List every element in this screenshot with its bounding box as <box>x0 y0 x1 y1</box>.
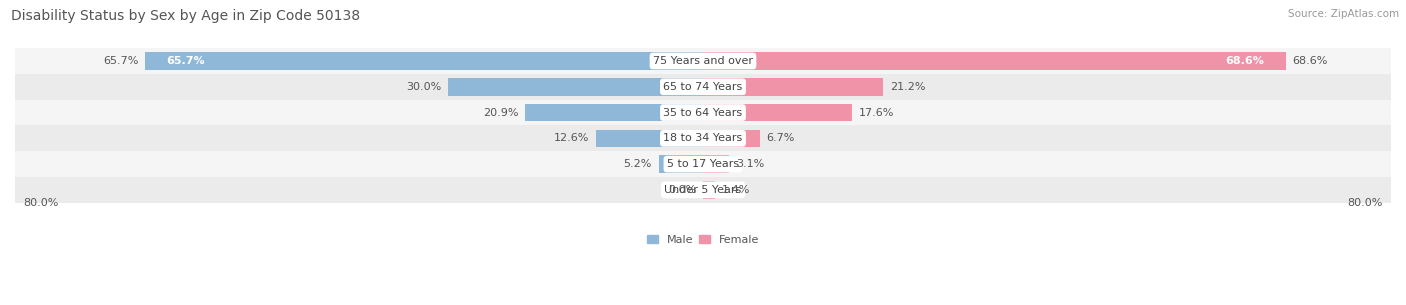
Text: 5.2%: 5.2% <box>624 159 652 169</box>
Text: 5 to 17 Years: 5 to 17 Years <box>666 159 740 169</box>
Text: 12.6%: 12.6% <box>554 133 589 143</box>
Text: 65.7%: 65.7% <box>103 56 138 66</box>
Bar <box>526 104 703 121</box>
Text: 68.6%: 68.6% <box>1226 56 1264 66</box>
Bar <box>703 78 883 95</box>
Bar <box>703 130 759 147</box>
Bar <box>703 181 714 199</box>
Text: 30.0%: 30.0% <box>406 82 441 92</box>
Bar <box>703 52 1285 70</box>
Text: 35 to 64 Years: 35 to 64 Years <box>664 108 742 117</box>
Legend: Male, Female: Male, Female <box>647 235 759 245</box>
Text: 20.9%: 20.9% <box>484 108 519 117</box>
Text: 68.6%: 68.6% <box>1292 56 1327 66</box>
Text: 75 Years and over: 75 Years and over <box>652 56 754 66</box>
Text: 18 to 34 Years: 18 to 34 Years <box>664 133 742 143</box>
Text: 21.2%: 21.2% <box>890 82 925 92</box>
Text: 17.6%: 17.6% <box>859 108 894 117</box>
Text: 1.4%: 1.4% <box>721 185 749 195</box>
Bar <box>7 151 1399 177</box>
Bar <box>7 74 1399 100</box>
Text: 6.7%: 6.7% <box>766 133 794 143</box>
Bar <box>659 155 703 173</box>
Bar <box>703 155 730 173</box>
Bar <box>7 100 1399 125</box>
Text: 0.0%: 0.0% <box>668 185 696 195</box>
Text: Source: ZipAtlas.com: Source: ZipAtlas.com <box>1288 9 1399 19</box>
Bar <box>703 104 852 121</box>
Text: Under 5 Years: Under 5 Years <box>665 185 741 195</box>
Text: 65.7%: 65.7% <box>166 56 205 66</box>
Bar <box>7 48 1399 74</box>
Text: 65 to 74 Years: 65 to 74 Years <box>664 82 742 92</box>
Text: 80.0%: 80.0% <box>24 198 59 208</box>
Bar <box>449 78 703 95</box>
Bar <box>7 125 1399 151</box>
Bar <box>596 130 703 147</box>
Text: 3.1%: 3.1% <box>737 159 765 169</box>
Text: Disability Status by Sex by Age in Zip Code 50138: Disability Status by Sex by Age in Zip C… <box>11 9 360 23</box>
Bar <box>7 177 1399 203</box>
Bar <box>145 52 703 70</box>
Text: 80.0%: 80.0% <box>1347 198 1382 208</box>
